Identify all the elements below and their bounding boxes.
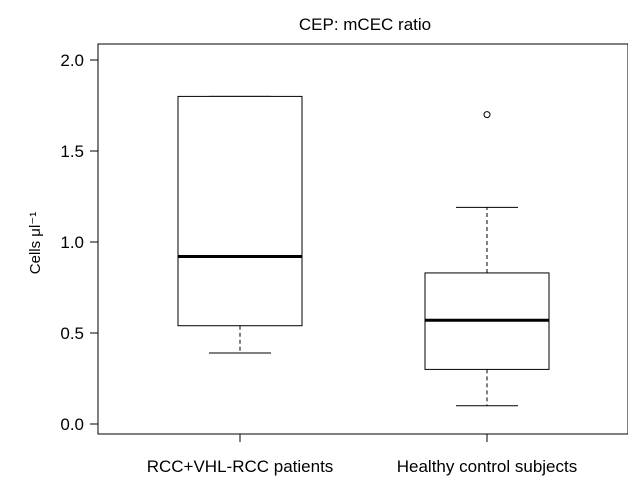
box-body-0 [177,95,303,327]
y-axis-title-group: Cells μl⁻¹ [27,212,44,274]
y-tick-label-3: 1.5 [60,142,84,161]
x-axis: RCC+VHL-RCC patients Healthy control subj… [147,434,577,476]
y-tick-label-0: 0.0 [60,415,84,434]
plot-frame [97,43,628,435]
box-1 [424,111,550,407]
y-tick-label-4: 2.0 [60,51,84,70]
y-axis: 0.0 0.5 1.0 1.5 2.0 [60,51,98,434]
y-tick-label-2: 1.0 [60,233,84,252]
boxes-group [177,95,550,407]
x-tick-label-0: RCC+VHL-RCC patients [147,457,334,476]
x-tick-label-1: Healthy control subjects [397,457,577,476]
chart-title: CEP: mCEC ratio [299,15,431,34]
y-tick-label-1: 0.5 [60,324,84,343]
y-axis-title: Cells μl⁻¹ [27,212,44,274]
box-0 [177,95,303,354]
outlier-1-0 [483,111,491,119]
